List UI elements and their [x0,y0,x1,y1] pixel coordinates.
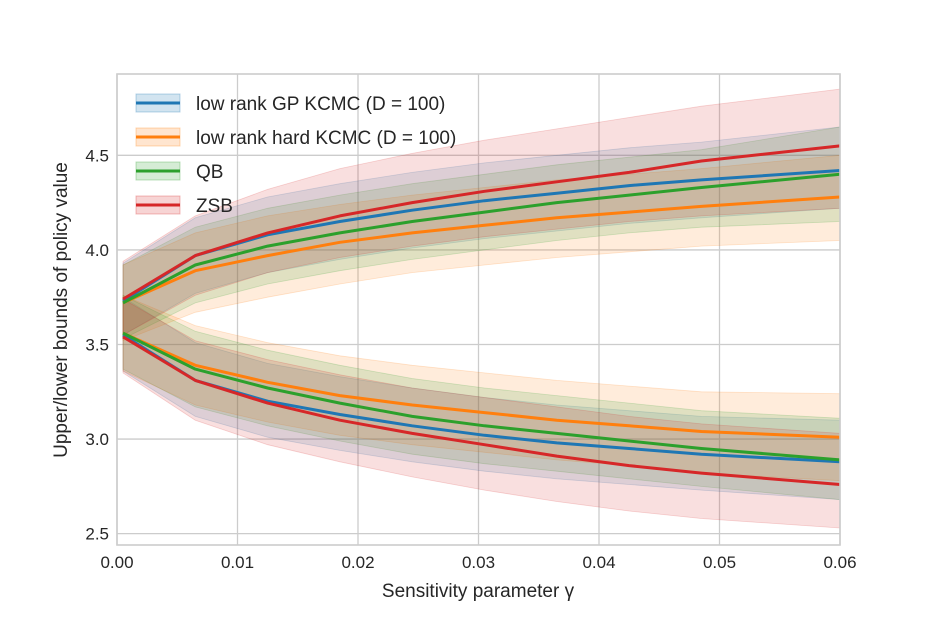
x-tick-label: 0.05 [703,553,736,572]
qb-upper-line [122,172,841,305]
plot-frame [116,73,841,546]
y-axis-label: Upper/lower bounds of policy value [51,162,72,458]
low-rank-hard-kcmc-d-100-upper-line [122,195,841,305]
low-rank-hard-kcmc-d-100-lower-line [122,331,841,439]
zsb-legend-label: ZSB [196,196,233,217]
x-tick-label: 0.02 [341,553,374,572]
y-tick-label: 4.5 [85,146,109,165]
low-rank-gp-kcmc-d-100-legend-label: low rank GP KCMC (D = 100) [196,94,445,115]
y-axis-ticks: 2.5 3.0 3.5 4.0 4.5 [85,146,109,543]
y-tick-label: 2.5 [85,525,109,544]
qb-legend-label: QB [196,162,223,183]
zsb-lower-line [122,335,841,486]
x-tick-label: 0.04 [582,553,615,572]
x-tick-label: 0.03 [462,553,495,572]
series-lines [122,144,841,486]
y-tick-label: 3.0 [85,430,109,449]
x-tick-label: 0.01 [221,553,254,572]
zsb-upper-line [122,144,841,301]
x-tick-label: 0.00 [100,553,133,572]
y-tick-label: 4.0 [85,241,109,260]
grid [116,74,841,545]
x-tick-label: 0.06 [823,553,856,572]
x-axis-ticks: 0.00 0.01 0.02 0.03 0.04 0.05 0.06 [100,553,856,572]
y-tick-label: 3.5 [85,335,109,354]
low-rank-hard-kcmc-d-100-legend-label: low rank hard KCMC (D = 100) [196,128,456,149]
x-axis-label: Sensitivity parameter γ [382,581,575,602]
legend: low rank GP KCMC (D = 100) low rank hard … [135,93,456,217]
qb-lower-line [122,331,841,462]
